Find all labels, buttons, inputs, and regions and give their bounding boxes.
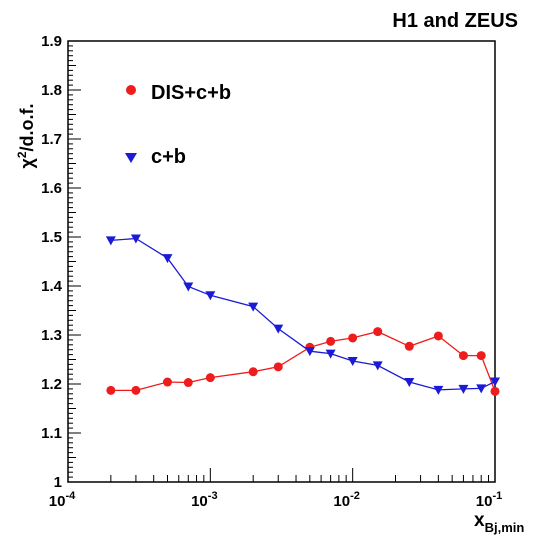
legend-marker-dis xyxy=(126,85,136,95)
data-point xyxy=(433,385,444,395)
data-point xyxy=(458,384,469,394)
data-point xyxy=(106,385,116,395)
x-axis-label: xBj,min xyxy=(474,510,524,535)
legend-label-dis: DIS+c+b xyxy=(151,82,231,104)
data-point xyxy=(458,351,468,361)
data-point xyxy=(476,351,486,361)
x-tick-label: 10-4 xyxy=(49,490,76,510)
y-axis-label-rest: /d.o.f. xyxy=(17,103,37,151)
data-point xyxy=(130,234,141,244)
data-point xyxy=(347,356,358,366)
y-tick-label: 1.4 xyxy=(41,278,63,295)
data-point xyxy=(273,324,284,334)
legend-marker-cb xyxy=(125,153,137,163)
data-point xyxy=(404,378,415,388)
y-axis-ticks: 1 1.1 1.2 1.3 1.4 1.5 1.6 1.7 1.8 1.9 xyxy=(41,33,81,491)
series-1 xyxy=(105,234,500,395)
data-point xyxy=(304,347,315,357)
data-point xyxy=(162,254,173,264)
y-axis-label: χ2/d.o.f. xyxy=(15,103,37,168)
data-point xyxy=(248,367,258,377)
y-tick-label: 1.7 xyxy=(41,131,62,148)
x-axis-ticks: 10-4 10-3 10-2 10-1 xyxy=(49,468,502,510)
series-0 xyxy=(106,327,500,396)
x-tick-label: 10-2 xyxy=(333,490,359,510)
y-tick-label: 1.6 xyxy=(41,180,62,197)
data-point xyxy=(476,384,487,394)
plot-frame xyxy=(67,40,496,483)
data-point xyxy=(372,361,383,371)
data-point xyxy=(273,362,283,372)
data-point xyxy=(248,302,259,312)
x-axis-label-main: x xyxy=(474,510,485,531)
series-layer xyxy=(105,234,500,396)
x-tick-label: 10-3 xyxy=(191,490,217,510)
data-point xyxy=(105,236,116,246)
data-point xyxy=(404,341,414,351)
y-tick-label: 1.9 xyxy=(41,33,62,50)
legend-label-cb: c+b xyxy=(151,146,186,168)
series-line xyxy=(110,237,496,391)
y-tick-label: 1.1 xyxy=(41,425,62,442)
data-point xyxy=(433,331,443,341)
data-point xyxy=(162,377,172,387)
data-point xyxy=(325,349,336,359)
y-axis-label-main: χ xyxy=(17,158,37,169)
data-point xyxy=(205,291,216,301)
data-point xyxy=(326,336,336,346)
y-tick-label: 1.8 xyxy=(41,82,62,99)
y-tick-label: 1.5 xyxy=(41,229,62,246)
y-tick-label: 1.2 xyxy=(41,376,62,393)
data-point xyxy=(183,282,194,292)
data-point xyxy=(183,378,193,388)
x-tick-label: 10-1 xyxy=(476,490,502,510)
y-tick-label: 1 xyxy=(54,474,62,491)
data-point xyxy=(490,377,500,387)
legend: DIS+c+b c+b xyxy=(125,82,231,168)
y-tick-label: 1.3 xyxy=(41,327,62,344)
chart-title: H1 and ZEUS xyxy=(392,10,518,32)
data-point xyxy=(131,385,141,395)
data-point xyxy=(490,386,500,396)
data-point xyxy=(348,333,358,343)
x-axis-label-sub: Bj,min xyxy=(485,520,525,535)
y-axis-label-sup: 2 xyxy=(15,151,29,158)
data-point xyxy=(205,373,215,383)
data-point xyxy=(373,327,383,337)
series-line xyxy=(110,330,496,392)
